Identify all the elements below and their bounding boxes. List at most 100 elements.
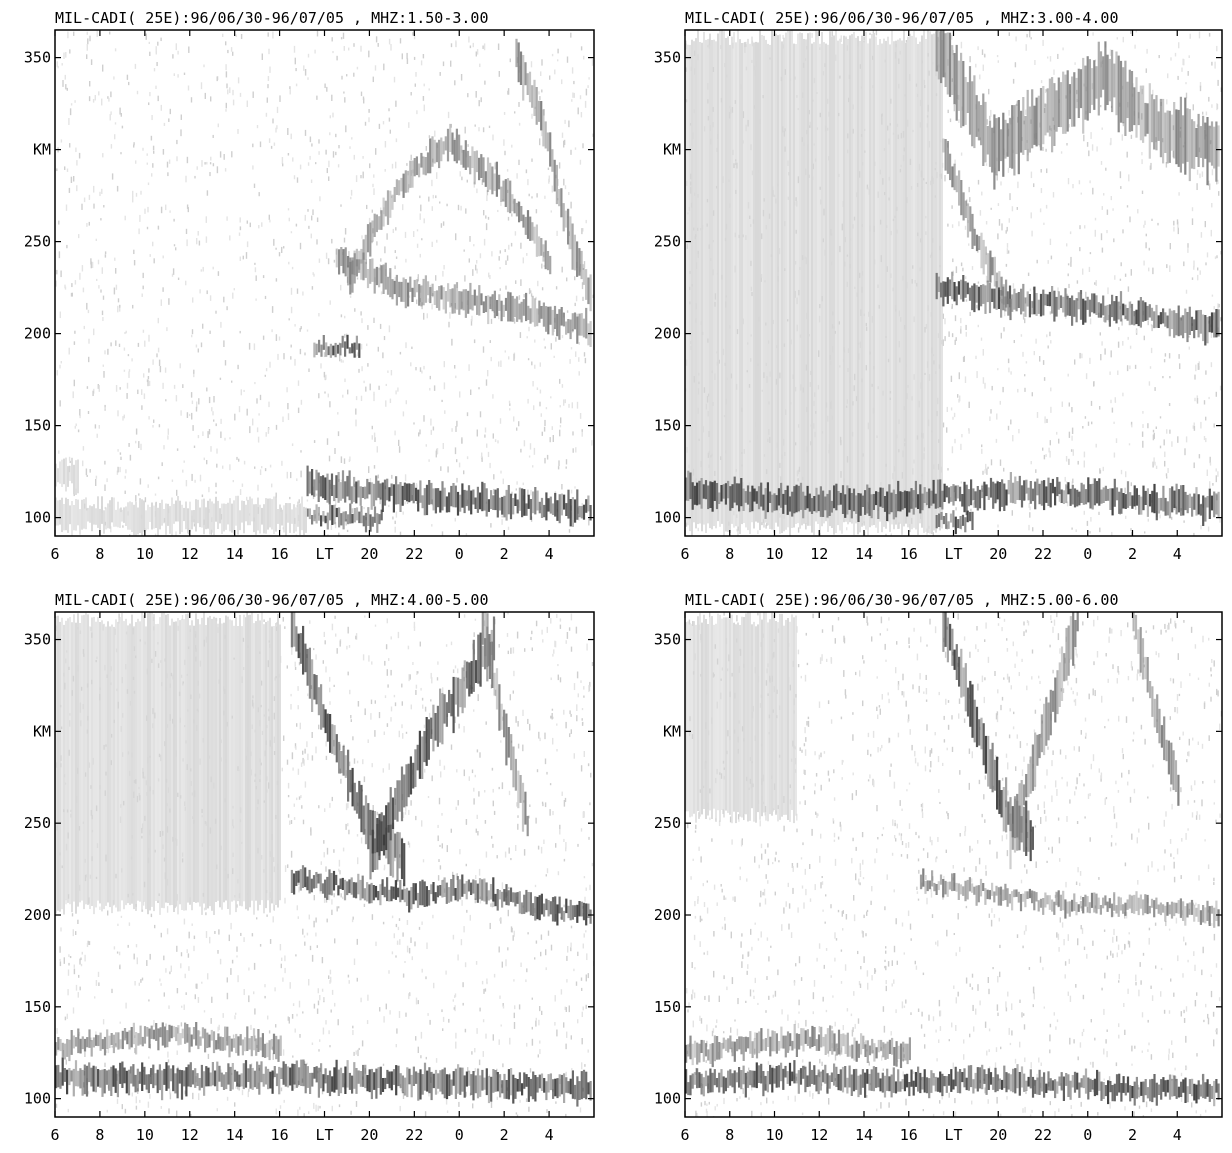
y-tick-label: 250 bbox=[654, 814, 681, 832]
echo-band-3 bbox=[55, 1022, 282, 1062]
x-tick-label: 6 bbox=[50, 1126, 59, 1144]
plot-frame bbox=[54, 29, 595, 537]
x-tick-label: 0 bbox=[455, 545, 464, 563]
panel-4: MIL-CADI( 25E):96/06/30-96/07/05 , MHZ:5… bbox=[654, 591, 1223, 1144]
y-tick-label: 350 bbox=[654, 49, 681, 67]
echo-band-2 bbox=[55, 1057, 592, 1107]
panel-1: MIL-CADI( 25E):96/06/30-96/07/05 , MHZ:1… bbox=[24, 9, 595, 563]
x-tick-label: 12 bbox=[181, 1126, 199, 1144]
background-noise bbox=[686, 612, 1222, 1117]
x-tick-label: 8 bbox=[725, 1126, 734, 1144]
y-tick-label: 150 bbox=[654, 998, 681, 1016]
x-tick-label: 16 bbox=[900, 545, 918, 563]
x-tick-label: 4 bbox=[1173, 545, 1182, 563]
y-tick-label: 200 bbox=[654, 325, 681, 343]
echo-band-5 bbox=[290, 612, 406, 887]
y-tick-label: 150 bbox=[24, 998, 51, 1016]
echo-band-2 bbox=[306, 503, 383, 533]
y-tick-label: 150 bbox=[654, 417, 681, 435]
x-tick-label: 14 bbox=[226, 1126, 244, 1144]
x-tick-label: 8 bbox=[725, 545, 734, 563]
y-tick-label: 200 bbox=[24, 325, 51, 343]
y-tick-label: 250 bbox=[24, 233, 51, 251]
echo-band-3 bbox=[313, 334, 361, 358]
x-tick-label: 10 bbox=[136, 545, 154, 563]
echo-patch-1 bbox=[685, 30, 943, 536]
x-tick-label: 16 bbox=[271, 545, 289, 563]
x-tick-label: 22 bbox=[405, 1126, 423, 1144]
echo-patch-7 bbox=[685, 612, 797, 824]
y-tick-label: 100 bbox=[654, 1090, 681, 1108]
x-tick-label: 6 bbox=[50, 545, 59, 563]
x-tick-label: 0 bbox=[1083, 1126, 1092, 1144]
echo-band-6 bbox=[1132, 612, 1180, 806]
y-tick-label: KM bbox=[663, 141, 681, 159]
x-tick-label: 16 bbox=[271, 1126, 289, 1144]
echo-band-4 bbox=[942, 612, 1034, 862]
panel-title: MIL-CADI( 25E):96/06/30-96/07/05 , MHZ:3… bbox=[685, 9, 1118, 27]
x-tick-label: 22 bbox=[1034, 545, 1052, 563]
x-tick-label: 14 bbox=[855, 1126, 873, 1144]
x-tick-label: LT bbox=[944, 1126, 962, 1144]
echo-band-5 bbox=[1009, 612, 1079, 870]
panel-title: MIL-CADI( 25E):96/06/30-96/07/05 , MHZ:1… bbox=[55, 9, 488, 27]
plot-area bbox=[55, 30, 594, 536]
background-noise bbox=[55, 30, 594, 536]
y-tick-label: 350 bbox=[24, 49, 51, 67]
x-tick-label: 2 bbox=[500, 545, 509, 563]
echo-patch-7 bbox=[55, 495, 307, 536]
x-tick-label: 10 bbox=[765, 1126, 783, 1144]
x-tick-label: 0 bbox=[455, 1126, 464, 1144]
echo-band-4 bbox=[935, 30, 1220, 190]
y-tick-label: 150 bbox=[24, 417, 51, 435]
echo-band-3 bbox=[919, 868, 1220, 928]
echo-band-1 bbox=[306, 465, 592, 527]
x-tick-label: 6 bbox=[680, 1126, 689, 1144]
panel-title: MIL-CADI( 25E):96/06/30-96/07/05 , MHZ:4… bbox=[55, 591, 488, 609]
x-tick-label: 2 bbox=[500, 1126, 509, 1144]
y-tick-label: 250 bbox=[654, 233, 681, 251]
echo-band-3 bbox=[935, 271, 1220, 346]
y-tick-label: 100 bbox=[654, 509, 681, 527]
echo-band-4 bbox=[335, 247, 592, 347]
y-tick-label: 100 bbox=[24, 1090, 51, 1108]
x-tick-label: 4 bbox=[545, 1126, 554, 1144]
x-tick-label: 4 bbox=[545, 545, 554, 563]
echo-band-7 bbox=[481, 612, 529, 837]
panel-title: MIL-CADI( 25E):96/06/30-96/07/05 , MHZ:5… bbox=[685, 591, 1118, 609]
echo-band-6 bbox=[515, 38, 592, 312]
panel-2: MIL-CADI( 25E):96/06/30-96/07/05 , MHZ:3… bbox=[654, 9, 1223, 563]
y-tick-label: 350 bbox=[24, 631, 51, 649]
x-tick-label: 20 bbox=[989, 545, 1007, 563]
x-tick-label: 2 bbox=[1128, 545, 1137, 563]
echo-band-2 bbox=[685, 1024, 911, 1068]
x-tick-label: 22 bbox=[1034, 1126, 1052, 1144]
x-tick-label: 0 bbox=[1083, 545, 1092, 563]
x-tick-label: 8 bbox=[95, 1126, 104, 1144]
echo-patch-8 bbox=[55, 457, 79, 495]
echo-band-2 bbox=[685, 470, 1220, 526]
x-tick-label: LT bbox=[315, 545, 333, 563]
x-tick-label: 14 bbox=[855, 545, 873, 563]
y-tick-label: 200 bbox=[24, 906, 51, 924]
echo-patch-1 bbox=[55, 612, 281, 915]
y-tick-label: KM bbox=[663, 722, 681, 740]
x-tick-label: LT bbox=[944, 545, 962, 563]
y-tick-label: KM bbox=[33, 141, 51, 159]
x-tick-label: 10 bbox=[136, 1126, 154, 1144]
echo-band-5 bbox=[942, 138, 1012, 321]
x-tick-label: 2 bbox=[1128, 1126, 1137, 1144]
x-tick-label: 6 bbox=[680, 545, 689, 563]
panel-3: MIL-CADI( 25E):96/06/30-96/07/05 , MHZ:4… bbox=[24, 591, 595, 1144]
echo-band-1 bbox=[685, 1060, 1220, 1107]
x-tick-label: 12 bbox=[810, 1126, 828, 1144]
x-tick-label: 20 bbox=[989, 1126, 1007, 1144]
y-tick-label: KM bbox=[33, 722, 51, 740]
echo-band-4 bbox=[290, 865, 592, 926]
echo-band-6 bbox=[935, 510, 974, 535]
x-tick-label: 12 bbox=[810, 545, 828, 563]
x-tick-label: 8 bbox=[95, 545, 104, 563]
y-tick-label: 250 bbox=[24, 814, 51, 832]
x-tick-label: 10 bbox=[765, 545, 783, 563]
